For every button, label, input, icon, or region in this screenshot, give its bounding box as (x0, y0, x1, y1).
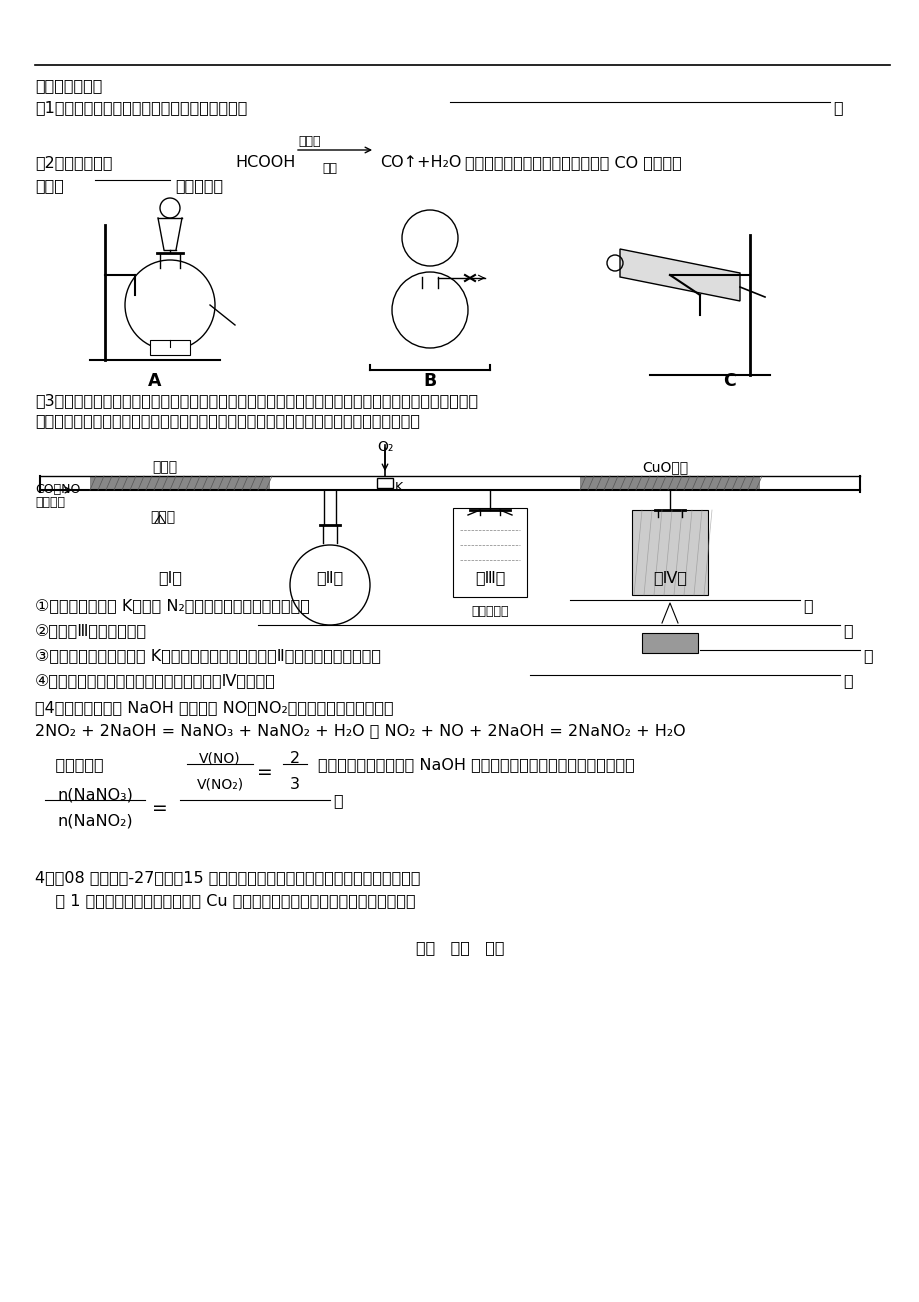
Text: （3）查资料得知，利用催化剂可以使汽车尾气中的一氧化碳和氮氧化物大部分发生反应转化为二氧化碳: （3）查资料得知，利用催化剂可以使汽车尾气中的一氧化碳和氮氧化物大部分发生反应转… (35, 393, 478, 408)
Text: 浓硫酸: 浓硫酸 (299, 135, 321, 148)
Text: 足量石灰水: 足量石灰水 (471, 605, 508, 618)
Text: 。: 。 (832, 100, 842, 115)
Text: ④该套装置中有不完善之处，还应在装置（Ⅳ）后补充: ④该套装置中有不完善之处，还应在装置（Ⅳ）后补充 (35, 673, 276, 687)
Text: HCOOH: HCOOH (234, 155, 295, 171)
Text: （2）查资料得知: （2）查资料得知 (35, 155, 112, 171)
Polygon shape (619, 249, 739, 301)
Text: 用心   爱心   专心: 用心 爱心 专心 (415, 940, 504, 954)
Text: 4、（08 宣武适应-27）．（15 分）某研究小组进行铜与浓硫酸反应的实验研究。: 4、（08 宣武适应-27）．（15 分）某研究小组进行铜与浓硫酸反应的实验研究… (35, 870, 420, 885)
Text: =: = (152, 799, 167, 818)
Text: ，: ， (802, 598, 811, 613)
Text: V(NO₂): V(NO₂) (197, 777, 244, 792)
Text: CuO粉末: CuO粉末 (641, 460, 687, 474)
Text: =: = (256, 763, 273, 783)
Text: （Ⅳ）: （Ⅳ） (652, 570, 686, 585)
Text: 第 1 小组同学用下图所示装置使 Cu 片与足量的浓硫酸在加热条件下充分反应。: 第 1 小组同学用下图所示装置使 Cu 片与足量的浓硫酸在加热条件下充分反应。 (35, 893, 415, 907)
Text: A: A (148, 372, 162, 391)
Text: n(NaNO₃): n(NaNO₃) (57, 786, 132, 802)
Text: C: C (723, 372, 735, 391)
Text: 混合气体: 混合气体 (35, 496, 65, 509)
FancyBboxPatch shape (631, 510, 708, 595)
Text: 回答下列问题。: 回答下列问题。 (35, 78, 102, 92)
Text: （4）工业上通常用 NaOH 溶液吸收 NO、NO₂的混合气体。相关反应为: （4）工业上通常用 NaOH 溶液吸收 NO、NO₂的混合气体。相关反应为 (35, 700, 393, 715)
Text: 催化剂: 催化剂 (153, 460, 177, 474)
Text: 3: 3 (289, 777, 300, 792)
FancyBboxPatch shape (452, 508, 527, 598)
Text: ，: ， (842, 622, 852, 638)
Text: 加强热: 加强热 (150, 510, 175, 523)
FancyBboxPatch shape (90, 477, 269, 490)
Text: （Ⅱ）: （Ⅱ） (316, 570, 344, 585)
Text: ，: ， (862, 648, 872, 663)
Text: 和氮气。该小组在实验室模拟汽车尾气处理，设计了如下装置（部分夹持和装置已略去）。: 和氮气。该小组在实验室模拟汽车尾气处理，设计了如下装置（部分夹持和装置已略去）。 (35, 413, 420, 428)
Text: ③加热停止后，打开旋塞 K，放入适量氧气时，装置（Ⅱ）中可观察到的现象是: ③加热停止后，打开旋塞 K，放入适量氧气时，装置（Ⅱ）中可观察到的现象是 (35, 648, 380, 663)
FancyBboxPatch shape (377, 478, 392, 488)
Text: ②装置（Ⅲ）的主要作用: ②装置（Ⅲ）的主要作用 (35, 622, 147, 638)
Text: （1）写出实验室制取一氧化氮反应的离子方程式: （1）写出实验室制取一氧化氮反应的离子方程式 (35, 100, 247, 115)
Text: 。: 。 (842, 673, 852, 687)
Text: K: K (394, 480, 403, 493)
Text: 装置为: 装置为 (35, 178, 63, 193)
FancyBboxPatch shape (150, 340, 190, 355)
Text: 现。实验室有如下图的装置，制取 CO 可选用的: 现。实验室有如下图的装置，制取 CO 可选用的 (464, 155, 681, 171)
Text: 。: 。 (333, 793, 342, 809)
FancyBboxPatch shape (579, 477, 759, 490)
Text: 微热: 微热 (323, 161, 337, 174)
Text: CO↑+H₂O: CO↑+H₂O (380, 155, 460, 171)
Text: V(NO): V(NO) (199, 751, 241, 766)
FancyBboxPatch shape (641, 633, 698, 654)
Text: （Ⅲ）: （Ⅲ） (474, 570, 505, 585)
Text: n(NaNO₂): n(NaNO₂) (57, 812, 132, 828)
Text: 将体积比为: 将体积比为 (35, 756, 104, 772)
Text: B: B (423, 372, 437, 391)
Text: CO、NO: CO、NO (35, 483, 80, 496)
Text: （填序号）: （填序号） (175, 178, 223, 193)
Text: 的混合气体通入足量的 NaOH 溶液中，气体完全反应后，所得溶液中: 的混合气体通入足量的 NaOH 溶液中，气体完全反应后，所得溶液中 (318, 756, 634, 772)
Text: ①实验前关闭旋塞 K，先通 N₂排净装置中的空气，其目的是: ①实验前关闭旋塞 K，先通 N₂排净装置中的空气，其目的是 (35, 598, 310, 613)
Text: 2: 2 (289, 751, 300, 766)
Text: 2NO₂ + 2NaOH = NaNO₃ + NaNO₂ + H₂O 和 NO₂ + NO + 2NaOH = 2NaNO₂ + H₂O: 2NO₂ + 2NaOH = NaNO₃ + NaNO₂ + H₂O 和 NO₂… (35, 723, 685, 738)
Text: （Ⅰ）: （Ⅰ） (158, 570, 182, 585)
Text: O₂: O₂ (377, 440, 392, 454)
